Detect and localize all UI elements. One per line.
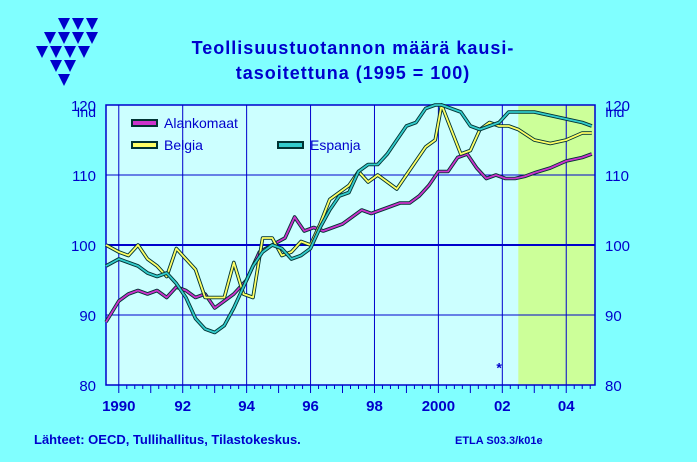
legend-swatch-belgia <box>133 143 156 147</box>
sources-note: Lähteet: OECD, Tullihallitus, Tilastokes… <box>34 432 301 447</box>
x-tick-label: 1990 <box>102 398 135 415</box>
legend-label-alankomaat: Alankomaat <box>164 115 238 131</box>
y-tick-label-right: 100 <box>605 238 630 255</box>
x-tick-label: 2000 <box>422 398 455 415</box>
legend-swatch-alankomaat <box>133 121 156 125</box>
x-tick-label: 96 <box>302 398 319 415</box>
chart-title-line2: tasoitettuna (1995 = 100) <box>235 63 471 83</box>
etla-triangles-logo <box>36 18 98 86</box>
series-line-alankomaat <box>105 153 593 323</box>
x-tick-label: 98 <box>366 398 383 415</box>
series-line-belgia <box>105 104 592 299</box>
series-line-espanja <box>105 104 593 334</box>
chart-title-line1: Teollisuustuotannon määrä kausi- <box>191 38 515 58</box>
y-tick-label-left: 90 <box>79 308 96 325</box>
footnote-star-marker: * <box>496 360 502 376</box>
legend-label-belgia: Belgia <box>164 137 203 153</box>
chart-code: ETLA S03.3/k01e <box>455 435 543 447</box>
y-axis-label-left: Ind <box>77 104 96 120</box>
y-axis-label-right: Ind <box>605 104 624 120</box>
y-tick-label-left: 120 <box>71 98 96 115</box>
y-tick-label-right: 110 <box>605 168 629 185</box>
legend-swatch-espanja <box>279 143 302 147</box>
y-tick-label-right: 120 <box>605 98 630 115</box>
y-tick-label-left: 80 <box>79 378 96 395</box>
legend-label-espanja: Espanja <box>310 137 361 153</box>
x-tick-label: 04 <box>558 398 575 415</box>
y-tick-label-left: 100 <box>71 238 96 255</box>
y-tick-label-right: 80 <box>605 378 622 395</box>
x-tick-label: 02 <box>494 398 511 415</box>
y-tick-label-left: 110 <box>72 168 96 185</box>
x-tick-label: 92 <box>174 398 191 415</box>
y-tick-label-right: 90 <box>605 308 622 325</box>
x-tick-label: 94 <box>238 398 255 415</box>
